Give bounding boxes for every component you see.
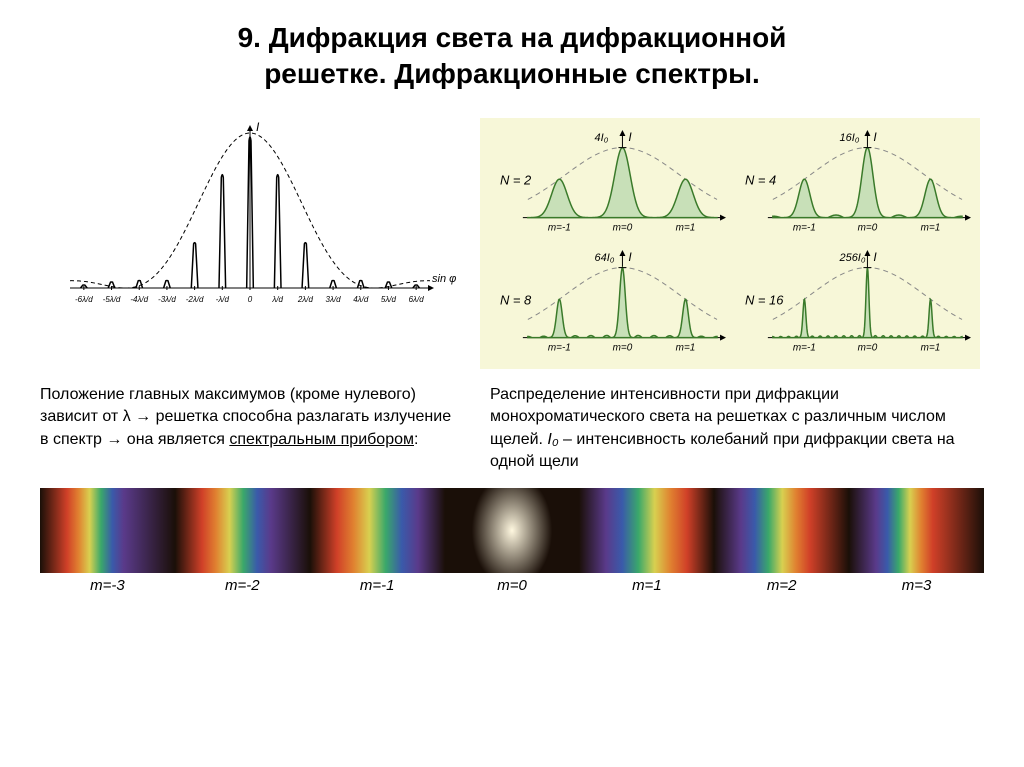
svg-text:I: I [256, 120, 260, 134]
svg-text:λ/d: λ/d [271, 295, 283, 304]
svg-text:4I₀: 4I₀ [595, 132, 609, 144]
svg-text:256I₀: 256I₀ [839, 252, 866, 264]
svg-text:-5λ/d: -5λ/d [103, 295, 121, 304]
spectrum-container: m=-3m=-2m=-1m=0m=1m=2m=3 [40, 488, 984, 598]
panel-n8: N = 8 64I₀ Im=-1 m=0 m=1 [488, 246, 727, 361]
panel-n16: N = 16 256I₀ Im=-1 m=0 m=1 [733, 246, 972, 361]
svg-text:m=0: m=0 [858, 222, 878, 233]
svg-text:m=0: m=0 [613, 343, 633, 354]
grating-panel-n8: N = 8 64I₀ Im=-1 m=0 m=1 [488, 246, 727, 356]
svg-text:m=-1: m=-1 [793, 222, 816, 233]
svg-text:N = 16: N = 16 [745, 293, 784, 308]
svg-text:N = 2: N = 2 [500, 172, 531, 187]
svg-text:m=1: m=1 [921, 343, 941, 354]
title-line-1: 9. Дифракция света на дифракционной [238, 22, 787, 53]
spectrum-order--2 [175, 488, 310, 573]
right-desc-tail: – интенсивность колебаний при дифракции … [490, 431, 955, 470]
svg-text:64I₀: 64I₀ [595, 252, 615, 264]
panel-n2: N = 2 4I₀ Im=-1 m=0 m=1 [488, 126, 727, 241]
svg-text:3λ/d: 3λ/d [326, 295, 342, 304]
spectrum-labels: m=-3m=-2m=-1m=0m=1m=2m=3 [40, 577, 984, 594]
grating-panels-container: N = 24I₀Im=-1m=0m=1N = 416I₀Im=-1m=0m=1N… [480, 118, 984, 369]
svg-text:-λ/d: -λ/d [216, 295, 230, 304]
envelope-chart-container: -6λ/d -5λ/d -4λ/d -3λ/d -2λ/d -λ/d 0 λ/d 2λ/d 3λ/… [40, 118, 460, 369]
svg-text:m=0: m=0 [613, 222, 633, 233]
svg-text:16I₀: 16I₀ [840, 132, 860, 144]
svg-text:m=0: m=0 [858, 343, 878, 354]
svg-text:-3λ/d: -3λ/d [158, 295, 176, 304]
grating-panel-n2: N = 2 4I₀ Im=-1 m=0 m=1 [488, 126, 727, 236]
svg-text:I: I [628, 130, 632, 144]
svg-text:4λ/d: 4λ/d [353, 295, 369, 304]
title-line-2: решетке. Дифракционные спектры. [264, 58, 760, 89]
spectrum-order-1 [579, 488, 714, 573]
page-title: 9. Дифракция света на дифракционной реше… [40, 20, 984, 93]
svg-text:-2λ/d: -2λ/d [186, 295, 204, 304]
spectrum-order--3 [40, 488, 175, 573]
svg-text:m=-1: m=-1 [793, 343, 816, 354]
svg-text:N = 8: N = 8 [500, 293, 532, 308]
svg-text:-6λ/d: -6λ/d [75, 295, 93, 304]
spectrum-label--3: m=-3 [40, 577, 175, 594]
right-desc-i0: I₀ [547, 431, 558, 448]
envelope-chart: -6λ/d -5λ/d -4λ/d -3λ/d -2λ/d -λ/d 0 λ/d 2λ/d 3λ/… [40, 118, 460, 318]
spectrum-bar [40, 488, 984, 573]
svg-text:I: I [628, 250, 632, 264]
spectrum-label-1: m=1 [579, 577, 714, 594]
svg-text:m=1: m=1 [676, 222, 696, 233]
svg-text:6λ/d: 6λ/d [409, 295, 425, 304]
spectrum-label-0: m=0 [445, 577, 580, 594]
spectrum-order-2 [714, 488, 849, 573]
svg-text:I: I [873, 250, 877, 264]
svg-text:I: I [873, 130, 877, 144]
spectrum-label-3: m=3 [849, 577, 984, 594]
spectrum-order-0 [445, 488, 580, 573]
left-desc-underlined: спектральным прибором [229, 431, 414, 448]
spectrum-order--1 [310, 488, 445, 573]
panel-n4: N = 4 16I₀ Im=-1 m=0 m=1 [733, 126, 972, 241]
grating-panel-n4: N = 4 16I₀ Im=-1 m=0 m=1 [733, 126, 972, 236]
descriptions-row: Положение главных максимумов (кроме нуле… [40, 384, 984, 474]
left-description: Положение главных максимумов (кроме нуле… [40, 384, 460, 474]
svg-text:sin φ: sin φ [432, 273, 456, 285]
spectrum-order-3 [849, 488, 984, 573]
spectrum-label--1: m=-1 [310, 577, 445, 594]
svg-text:N = 4: N = 4 [745, 172, 776, 187]
grating-panel-n16: N = 16 256I₀ Im=-1 m=0 m=1 [733, 246, 972, 356]
svg-text:m=-1: m=-1 [548, 343, 571, 354]
svg-text:m=1: m=1 [676, 343, 696, 354]
left-desc-text-2: : [414, 431, 418, 448]
svg-text:5λ/d: 5λ/d [381, 295, 397, 304]
svg-text:m=1: m=1 [921, 222, 941, 233]
grating-panels: N = 24I₀Im=-1m=0m=1N = 416I₀Im=-1m=0m=1N… [480, 118, 980, 369]
svg-text:-4λ/d: -4λ/d [130, 295, 148, 304]
spectrum-label--2: m=-2 [175, 577, 310, 594]
charts-row: -6λ/d -5λ/d -4λ/d -3λ/d -2λ/d -λ/d 0 λ/d 2λ/d 3λ/… [40, 118, 984, 369]
svg-text:0: 0 [248, 295, 253, 304]
svg-text:m=-1: m=-1 [548, 222, 571, 233]
svg-text:2λ/d: 2λ/d [297, 295, 314, 304]
spectrum-label-2: m=2 [714, 577, 849, 594]
right-description: Распределение интенсивности при дифракци… [490, 384, 984, 474]
